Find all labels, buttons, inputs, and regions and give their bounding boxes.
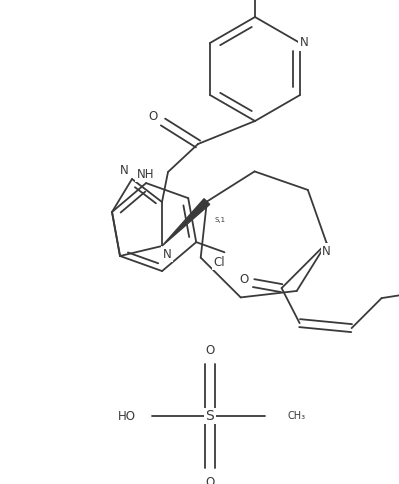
Text: O: O bbox=[205, 344, 215, 357]
Text: S,1: S,1 bbox=[215, 216, 226, 223]
Text: N: N bbox=[322, 244, 331, 257]
Text: O: O bbox=[239, 272, 248, 286]
Text: O: O bbox=[205, 475, 215, 484]
Text: N: N bbox=[120, 165, 128, 178]
Text: N: N bbox=[163, 247, 172, 260]
Text: Cl: Cl bbox=[213, 256, 225, 269]
Text: CH₃: CH₃ bbox=[287, 411, 305, 421]
Polygon shape bbox=[162, 199, 210, 246]
Text: HO: HO bbox=[118, 409, 136, 423]
Text: N: N bbox=[300, 36, 308, 49]
Text: NH: NH bbox=[136, 167, 154, 181]
Text: O: O bbox=[148, 110, 158, 123]
Text: S: S bbox=[205, 409, 214, 423]
